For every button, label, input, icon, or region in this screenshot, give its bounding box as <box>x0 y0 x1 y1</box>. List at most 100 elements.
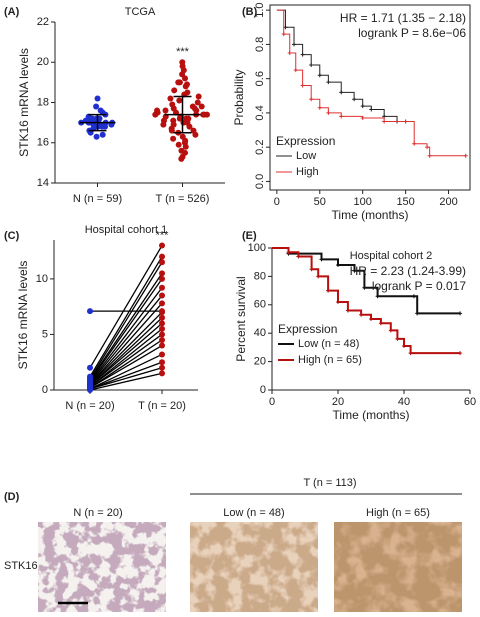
data-point <box>168 127 175 134</box>
data-point <box>87 308 93 315</box>
data-point <box>159 253 165 260</box>
data-point <box>160 121 167 128</box>
chart-title: Hospital cohort 2 <box>350 250 433 262</box>
censor-mark <box>360 104 365 109</box>
data-point <box>159 314 165 321</box>
data-point <box>162 107 169 114</box>
data-point <box>159 364 165 371</box>
row-label: STK16 <box>4 560 38 572</box>
data-point <box>159 351 165 358</box>
y-tick-label: 0.6 <box>254 71 266 86</box>
censor-mark <box>352 268 357 273</box>
y-tick-label: 80 <box>254 270 266 282</box>
legend-label: Low <box>296 150 316 162</box>
censor-mark <box>360 116 365 121</box>
censor-mark <box>359 312 364 317</box>
censor-mark <box>378 321 383 326</box>
data-point <box>97 107 104 114</box>
legend-label: High (n = 65) <box>298 354 362 366</box>
y-tick-label: 0 <box>260 384 266 396</box>
y-tick-label: 14 <box>37 177 49 189</box>
panel-label: (E) <box>242 230 257 242</box>
data-point <box>159 325 165 332</box>
data-point <box>170 121 177 128</box>
data-point <box>87 387 93 393</box>
pair-line <box>89 295 163 384</box>
data-point <box>184 89 191 96</box>
data-point <box>198 103 205 110</box>
plot-frame <box>269 4 471 191</box>
pair-line <box>89 372 163 391</box>
x-tick-label: T (n = 526) <box>156 193 210 205</box>
y-tick-label: 0.8 <box>254 37 266 52</box>
panel-d: (D) T (n = 113) N (n = 20) Low (n = 48) … <box>4 477 462 612</box>
data-point <box>179 59 186 66</box>
panel-label: (A) <box>4 6 20 18</box>
censor-mark <box>319 257 324 262</box>
panel-label: (C) <box>4 230 20 242</box>
x-axis-label: Time (months) <box>333 408 410 422</box>
pair-line <box>89 302 163 385</box>
data-point <box>159 259 165 266</box>
y-axis-label: STK16 mRNA levels <box>16 261 30 370</box>
censor-mark <box>292 42 297 47</box>
censor-mark <box>375 294 380 299</box>
data-point <box>89 115 96 122</box>
data-point <box>175 79 182 86</box>
y-axis-label: STK16 mRNA levels <box>17 48 31 157</box>
data-point <box>200 111 207 118</box>
censor-mark <box>369 107 374 112</box>
annotation: logrank P = 0.017 <box>372 279 467 293</box>
pair-line <box>89 317 163 387</box>
data-point <box>159 320 165 327</box>
censor-mark <box>309 267 314 272</box>
censor-mark <box>425 145 430 150</box>
censor-mark <box>317 105 322 110</box>
censor-mark <box>309 62 314 67</box>
pair-line <box>89 278 163 382</box>
pair-line <box>89 322 163 387</box>
pair-line <box>89 311 163 385</box>
pair-line <box>89 339 163 389</box>
pair-line <box>89 256 163 378</box>
y-tick-label: 0 <box>42 384 48 396</box>
censor-mark <box>326 288 331 293</box>
y-tick-label: 20 <box>37 56 49 68</box>
data-point <box>175 141 182 148</box>
y-axis-label: Percent survival <box>234 276 248 361</box>
data-point <box>178 155 185 162</box>
x-tick-label: 40 <box>398 396 410 408</box>
censor-mark <box>316 274 321 279</box>
pair-line <box>89 353 163 390</box>
censor-mark <box>458 311 463 316</box>
y-tick-label: 100 <box>248 242 266 254</box>
data-point <box>182 143 189 150</box>
data-point <box>159 284 165 291</box>
data-point <box>154 107 161 114</box>
column-label: N (n = 20) <box>73 507 122 519</box>
data-point <box>93 103 100 110</box>
censor-mark <box>300 83 305 88</box>
data-point <box>159 309 165 316</box>
column-label: High (n = 65) <box>366 507 430 519</box>
data-point <box>94 95 101 102</box>
micrograph-texture <box>38 522 166 612</box>
pair-line <box>89 367 163 390</box>
pair-line <box>89 261 163 380</box>
censor-mark <box>339 114 344 119</box>
censor-mark <box>408 351 413 356</box>
pair-line <box>89 328 163 388</box>
error-bar <box>173 95 192 134</box>
annotation: HR = 2.23 (1.24-3.99) <box>350 264 466 278</box>
data-point <box>183 81 190 88</box>
y-tick-label: 0.0 <box>254 174 266 189</box>
censor-mark <box>412 141 417 146</box>
panel-label: (D) <box>4 491 20 503</box>
annotation: logrank P = 8.6e−06 <box>358 26 466 40</box>
legend-label: High <box>296 166 319 178</box>
data-point <box>195 93 202 100</box>
error-bar <box>88 113 107 132</box>
censor-mark <box>463 153 468 158</box>
column-label: Low (n = 48) <box>223 507 284 519</box>
legend-label: Low (n = 48) <box>298 338 359 350</box>
